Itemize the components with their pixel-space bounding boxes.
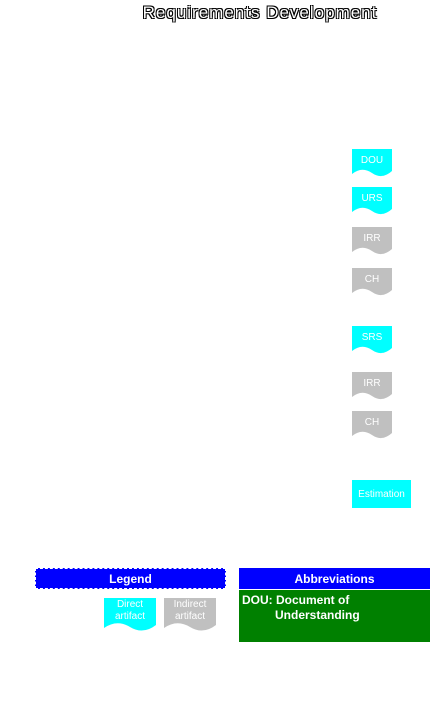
legend-indirect-artifact: Indirect artifact: [164, 598, 216, 632]
document-shape-icon: [352, 187, 392, 215]
document-shape-icon: [352, 268, 392, 296]
document-shape-icon: [104, 598, 156, 631]
artifact-label: CH: [364, 417, 380, 428]
legend-direct-line1: Direct: [116, 599, 144, 610]
abbreviation-line2: Understanding: [275, 608, 360, 622]
document-shape-icon: [352, 149, 392, 177]
document-shape-icon: [164, 598, 216, 631]
document-shape-icon: [352, 372, 392, 400]
document-shape-icon: [352, 411, 392, 439]
estimation-box: Estimation: [352, 480, 411, 508]
artifact-label: DOU: [360, 155, 384, 166]
legend-indirect-line1: Indirect: [173, 599, 207, 610]
document-shape-icon: [352, 326, 392, 354]
artifact-ch: CH: [352, 268, 392, 298]
artifact-label: IRR: [363, 233, 381, 244]
artifact-dou: DOU: [352, 149, 392, 179]
diagram-title: Requirements Development: [142, 3, 378, 22]
legend-header: Legend: [35, 568, 226, 589]
legend-indirect-line2: artifact: [174, 611, 205, 622]
artifact-label: URS: [361, 193, 383, 204]
artifact-irr-2: IRR: [352, 372, 392, 402]
artifact-label: CH: [364, 274, 380, 285]
document-shape-icon: [352, 227, 392, 255]
artifact-label: SRS: [361, 332, 383, 343]
artifact-srs: SRS: [352, 326, 392, 356]
abbreviations-body: DOU: Document of Understanding: [239, 590, 430, 642]
artifact-ch-2: CH: [352, 411, 392, 441]
artifact-irr: IRR: [352, 227, 392, 257]
legend-direct-artifact: Direct artifact: [104, 598, 156, 632]
abbreviation-line1: DOU: Document of: [242, 593, 350, 607]
abbreviations-header: Abbreviations: [239, 568, 430, 589]
artifact-label: IRR: [363, 378, 381, 389]
artifact-urs: URS: [352, 187, 392, 217]
legend-direct-line2: artifact: [114, 611, 145, 622]
